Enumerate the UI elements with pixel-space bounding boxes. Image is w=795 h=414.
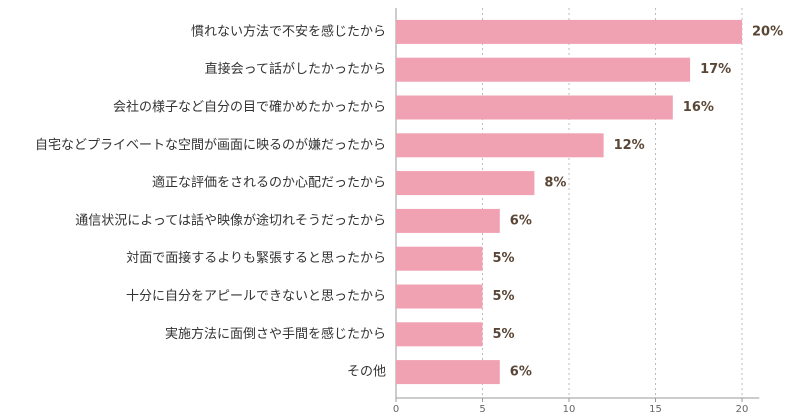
- bar: [396, 95, 673, 120]
- category-label: 慣れない方法で不安を感じたから: [191, 23, 386, 39]
- x-tick-label: 5: [479, 404, 485, 414]
- category-label: 直接会って話がしたかったから: [205, 61, 386, 77]
- bar: [396, 171, 535, 196]
- value-label: 5%: [493, 327, 515, 342]
- value-label: 6%: [510, 213, 532, 228]
- bar: [396, 133, 604, 158]
- category-label: 対面で面接するよりも緊張すると思ったから: [126, 250, 386, 266]
- category-label: 十分に自分をアピールできないと思ったから: [126, 289, 386, 304]
- bar: [396, 322, 483, 347]
- x-tick-label: 10: [563, 404, 576, 414]
- value-label: 5%: [493, 289, 515, 304]
- bar: [396, 19, 742, 44]
- bar: [396, 208, 500, 233]
- category-label: 通信状況によっては話や映像が途切れそうだったから: [75, 212, 386, 228]
- category-label: 実施方法に面倒さや手間を感じたから: [165, 326, 386, 342]
- bar: [396, 360, 500, 385]
- bar: [396, 57, 691, 82]
- x-tick-label: 20: [736, 404, 749, 414]
- bar: [396, 246, 483, 271]
- category-label: その他: [347, 365, 386, 380]
- bar: [396, 284, 483, 309]
- value-label: 8%: [544, 176, 566, 191]
- category-label: 自宅などプライベートな空間が画面に映るのが嫌だったから: [35, 138, 386, 153]
- value-label: 16%: [683, 100, 714, 115]
- x-tick-label: 15: [649, 404, 662, 414]
- value-label: 6%: [510, 365, 532, 380]
- category-label: 会社の様子など自分の目で確かめたかったから: [113, 99, 386, 115]
- category-label: 適正な評価をされるのか心配だったから: [152, 175, 386, 191]
- value-label: 17%: [700, 62, 731, 77]
- x-tick-label: 0: [393, 404, 399, 414]
- value-label: 20%: [752, 24, 783, 39]
- value-label: 12%: [614, 138, 645, 153]
- value-label: 5%: [493, 251, 515, 266]
